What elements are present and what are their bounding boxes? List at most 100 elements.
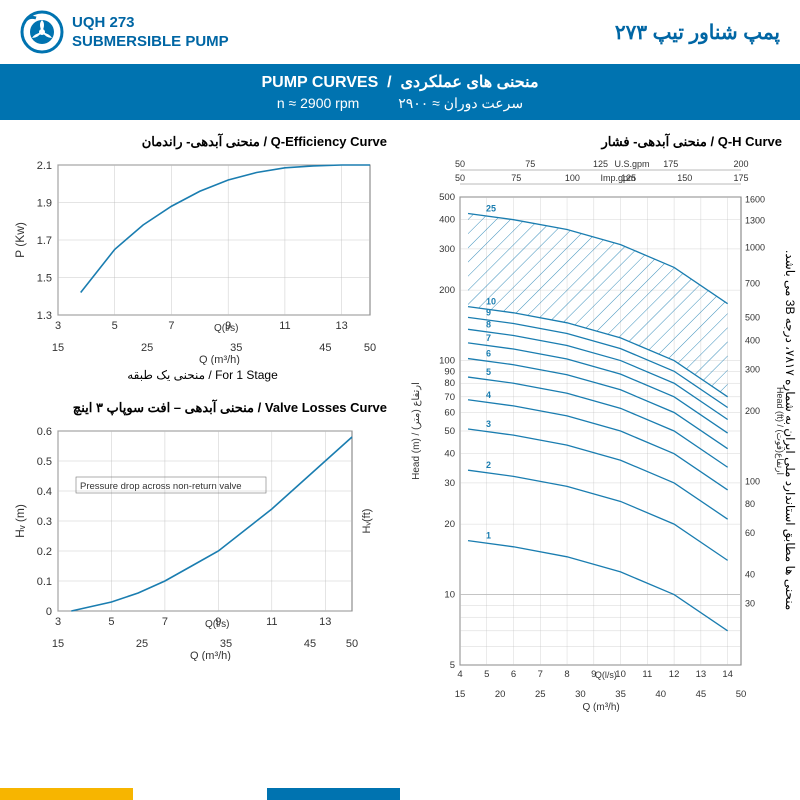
svg-text:80: 80 xyxy=(745,499,755,509)
svg-text:50: 50 xyxy=(346,638,358,650)
svg-text:5: 5 xyxy=(108,616,114,628)
svg-text:0.5: 0.5 xyxy=(37,456,52,468)
svg-text:30: 30 xyxy=(745,599,755,609)
svg-text:45: 45 xyxy=(696,689,707,700)
banner-fa: منحنی های عملکردی xyxy=(400,74,538,91)
valve-chart-block: منحنی آبدهی – افت سوپاپ ۳ اینچ / Valve L… xyxy=(10,400,395,661)
svg-text:Q(l/s): Q(l/s) xyxy=(205,619,229,630)
svg-text:Q(l/s): Q(l/s) xyxy=(595,670,617,680)
side-note: منحنی ها مطابق استاندارد ملی ایران به شم… xyxy=(783,180,797,680)
svg-text:40: 40 xyxy=(444,449,455,460)
svg-text:200: 200 xyxy=(733,159,748,169)
valve-losses-chart: 00.10.20.30.40.50.6357911131525354550Q(l… xyxy=(10,421,380,661)
type-en: SUBMERSIBLE PUMP xyxy=(72,32,229,52)
svg-text:500: 500 xyxy=(745,313,760,323)
svg-text:Hᵥ(ft): Hᵥ(ft) xyxy=(361,509,373,534)
svg-text:Head (m) / ارتفاع (متر): Head (m) / ارتفاع (متر) xyxy=(411,382,422,480)
title-english: UQH 273 SUBMERSIBLE PUMP xyxy=(72,13,229,52)
svg-text:13: 13 xyxy=(319,616,331,628)
svg-text:25: 25 xyxy=(486,204,496,214)
logo-area: UQH 273 SUBMERSIBLE PUMP xyxy=(20,10,229,54)
valve-title: منحنی آبدهی – افت سوپاپ ۳ اینچ / Valve L… xyxy=(10,400,395,416)
svg-text:175: 175 xyxy=(733,173,748,183)
banner-rpm-fa: سرعت دوران ≈ ۲۹۰۰ xyxy=(398,95,523,111)
svg-text:P (Kw): P (Kw) xyxy=(13,222,27,258)
efficiency-chart: 1.31.51.71.92.1357911131525354550Q(l/s)Q… xyxy=(10,155,380,365)
svg-text:20: 20 xyxy=(444,519,455,530)
svg-text:400: 400 xyxy=(439,215,455,226)
svg-text:4: 4 xyxy=(457,669,462,680)
svg-text:0.1: 0.1 xyxy=(37,576,52,588)
svg-text:1.9: 1.9 xyxy=(37,198,52,210)
svg-text:30: 30 xyxy=(575,689,586,700)
svg-text:7: 7 xyxy=(486,333,491,343)
svg-text:50: 50 xyxy=(364,342,376,354)
svg-text:25: 25 xyxy=(535,689,546,700)
svg-text:1000: 1000 xyxy=(745,242,765,252)
svg-text:U.S.gpm: U.S.gpm xyxy=(615,159,650,169)
svg-text:1600: 1600 xyxy=(745,195,765,205)
svg-text:40: 40 xyxy=(745,569,755,579)
svg-text:35: 35 xyxy=(220,638,232,650)
header: UQH 273 SUBMERSIBLE PUMP پمپ شناور تیپ ۲… xyxy=(0,0,800,64)
svg-text:75: 75 xyxy=(525,159,535,169)
svg-text:5: 5 xyxy=(486,367,491,377)
svg-text:Q(l/s): Q(l/s) xyxy=(214,323,238,334)
svg-text:0: 0 xyxy=(46,606,52,618)
svg-text:70: 70 xyxy=(444,392,455,403)
svg-text:80: 80 xyxy=(444,378,455,389)
footer-stripe xyxy=(0,788,800,800)
svg-text:11: 11 xyxy=(266,616,277,628)
svg-text:6: 6 xyxy=(486,349,491,359)
brand-logo-icon xyxy=(20,10,64,54)
svg-text:15: 15 xyxy=(455,689,466,700)
svg-text:0.2: 0.2 xyxy=(37,546,52,558)
qh-chart: U.S.gpm5075125175200Imp.gpm5075100125150… xyxy=(405,155,785,715)
svg-text:125: 125 xyxy=(593,159,608,169)
svg-text:5: 5 xyxy=(112,320,118,332)
svg-text:125: 125 xyxy=(621,173,636,183)
svg-text:50: 50 xyxy=(455,159,465,169)
svg-text:Hᵥ (m): Hᵥ (m) xyxy=(13,504,27,538)
svg-text:700: 700 xyxy=(745,279,760,289)
left-column: منحنی آبدهی- راندمان / Q-Efficiency Curv… xyxy=(10,134,395,715)
svg-text:35: 35 xyxy=(230,342,242,354)
svg-text:2.1: 2.1 xyxy=(37,160,52,172)
svg-text:100: 100 xyxy=(439,356,455,367)
qh-title: منحنی آبدهی- فشار / Q-H Curve xyxy=(405,134,790,150)
svg-text:15: 15 xyxy=(52,638,64,650)
banner-sub: n ≈ 2900 rpm سرعت دوران ≈ ۲۹۰۰ xyxy=(0,95,800,112)
svg-text:1.5: 1.5 xyxy=(37,273,52,285)
right-column: منحنی آبدهی- فشار / Q-H Curve U.S.gpm 50 7… xyxy=(405,134,790,715)
svg-text:11: 11 xyxy=(642,669,652,680)
svg-text:50: 50 xyxy=(455,173,465,183)
svg-text:75: 75 xyxy=(511,173,521,183)
svg-text:25: 25 xyxy=(136,638,148,650)
efficiency-chart-block: منحنی آبدهی- راندمان / Q-Efficiency Curv… xyxy=(10,134,395,382)
svg-text:7: 7 xyxy=(162,616,168,628)
svg-text:12: 12 xyxy=(669,669,680,680)
svg-text:Q (m³/h): Q (m³/h) xyxy=(583,702,620,713)
svg-text:100: 100 xyxy=(745,476,760,486)
svg-text:40: 40 xyxy=(655,689,666,700)
svg-text:Q (m³/h): Q (m³/h) xyxy=(199,354,240,365)
svg-text:500: 500 xyxy=(439,192,455,203)
svg-text:60: 60 xyxy=(745,528,755,538)
svg-text:300: 300 xyxy=(745,365,760,375)
svg-text:11: 11 xyxy=(279,320,290,332)
svg-text:175: 175 xyxy=(663,159,678,169)
svg-text:35: 35 xyxy=(615,689,626,700)
banner-en: PUMP CURVES xyxy=(261,74,378,91)
svg-text:7: 7 xyxy=(538,669,543,680)
svg-text:30: 30 xyxy=(444,478,455,489)
svg-text:0.3: 0.3 xyxy=(37,516,52,528)
svg-text:45: 45 xyxy=(304,638,316,650)
svg-text:10: 10 xyxy=(444,590,455,601)
svg-text:3: 3 xyxy=(55,320,61,332)
svg-text:10: 10 xyxy=(486,297,496,307)
svg-text:50: 50 xyxy=(736,689,747,700)
svg-text:1: 1 xyxy=(486,531,491,541)
svg-text:50: 50 xyxy=(444,426,455,437)
svg-text:4: 4 xyxy=(486,390,491,400)
eff-subtitle: منحنی یک طبقه / For 1 Stage xyxy=(10,368,395,382)
